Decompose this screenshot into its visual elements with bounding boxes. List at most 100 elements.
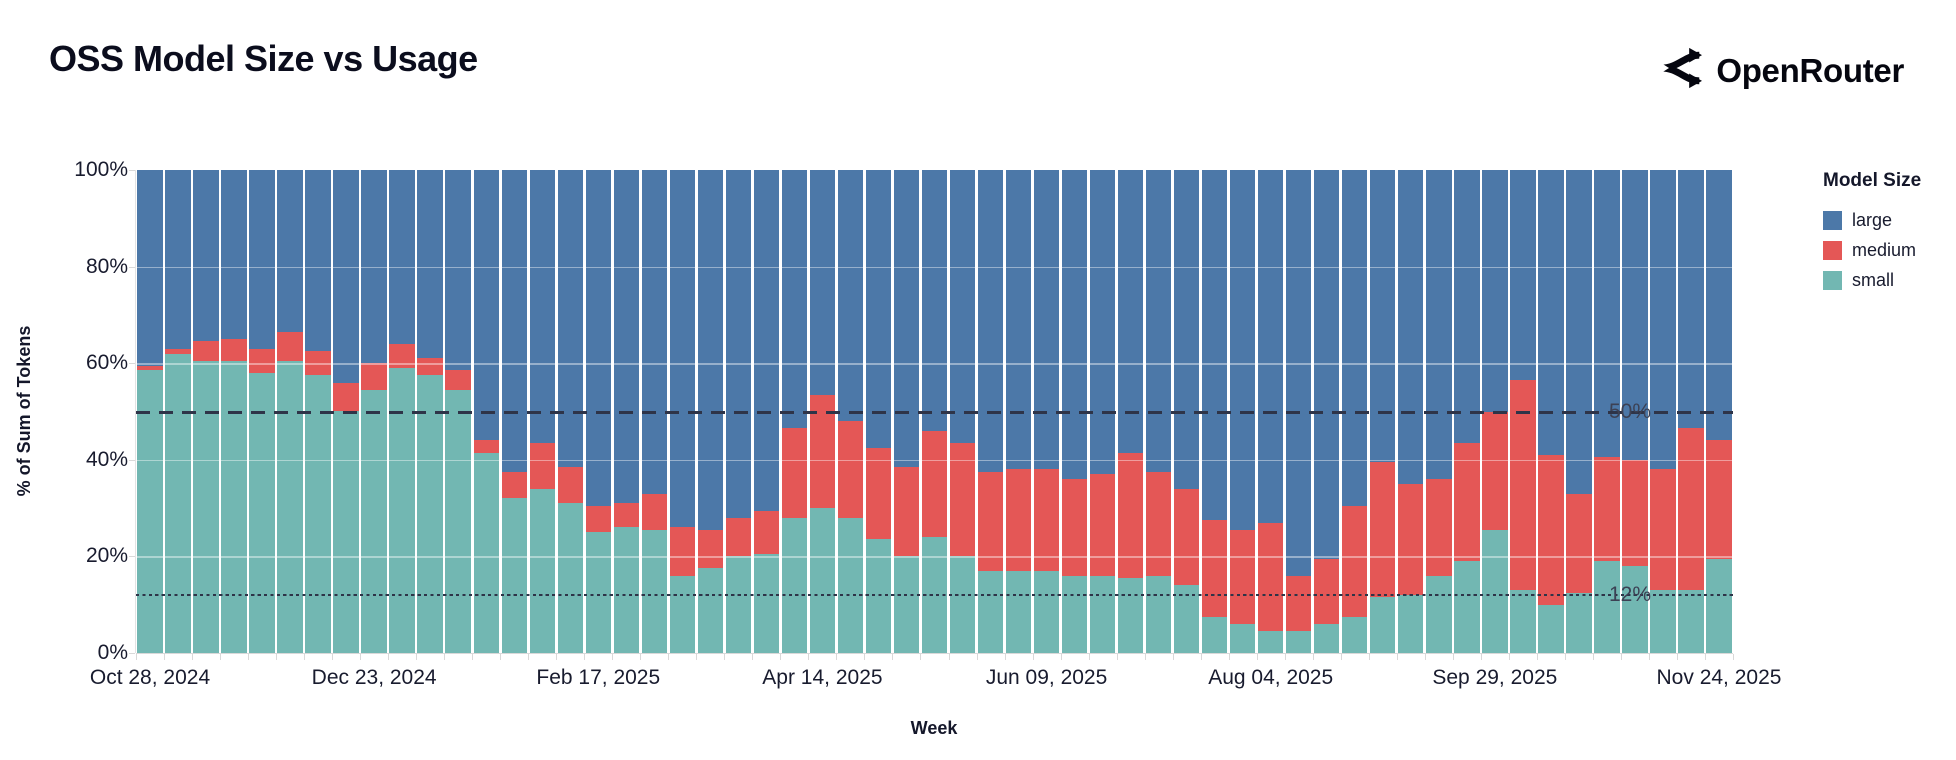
- segment-small[interactable]: [1286, 631, 1312, 653]
- segment-small[interactable]: [1622, 566, 1648, 653]
- segment-small[interactable]: [1398, 595, 1424, 653]
- bar-week[interactable]: [753, 170, 780, 653]
- segment-small[interactable]: [837, 517, 864, 653]
- segment-large[interactable]: [249, 170, 275, 349]
- segment-large[interactable]: [1033, 170, 1060, 470]
- segment-medium[interactable]: [529, 442, 555, 489]
- segment-small[interactable]: [1426, 575, 1452, 653]
- bar-week[interactable]: [837, 170, 864, 653]
- bar-week[interactable]: [1173, 170, 1200, 653]
- segment-small[interactable]: [417, 375, 443, 653]
- segment-large[interactable]: [1201, 170, 1228, 521]
- segment-large[interactable]: [669, 170, 696, 528]
- segment-large[interactable]: [893, 170, 920, 468]
- bar-week[interactable]: [249, 170, 275, 653]
- segment-large[interactable]: [417, 170, 443, 359]
- segment-medium[interactable]: [865, 447, 892, 540]
- segment-medium[interactable]: [1173, 488, 1200, 586]
- segment-large[interactable]: [1706, 170, 1732, 441]
- bar-week[interactable]: [1566, 170, 1592, 653]
- segment-medium[interactable]: [1426, 479, 1452, 576]
- segment-medium[interactable]: [1145, 471, 1172, 576]
- bar-week[interactable]: [1258, 170, 1284, 653]
- bar-week[interactable]: [613, 170, 639, 653]
- bar-week[interactable]: [977, 170, 1004, 653]
- segment-medium[interactable]: [389, 343, 415, 369]
- segment-large[interactable]: [1566, 170, 1592, 494]
- segment-small[interactable]: [1314, 624, 1340, 653]
- segment-large[interactable]: [193, 170, 219, 342]
- segment-medium[interactable]: [1566, 493, 1592, 593]
- segment-medium[interactable]: [837, 421, 864, 518]
- bar-week[interactable]: [1342, 170, 1368, 653]
- segment-medium[interactable]: [753, 510, 780, 554]
- segment-large[interactable]: [1482, 170, 1508, 412]
- segment-small[interactable]: [949, 556, 976, 653]
- bar-week[interactable]: [865, 170, 892, 653]
- segment-medium[interactable]: [1650, 469, 1676, 591]
- segment-medium[interactable]: [193, 341, 219, 361]
- bar-week[interactable]: [1678, 170, 1704, 653]
- segment-medium[interactable]: [557, 467, 583, 504]
- segment-small[interactable]: [1538, 604, 1564, 653]
- segment-medium[interactable]: [1370, 462, 1396, 598]
- bar-week[interactable]: [1145, 170, 1172, 653]
- segment-medium[interactable]: [585, 505, 611, 533]
- segment-large[interactable]: [1342, 170, 1368, 506]
- segment-medium[interactable]: [1061, 479, 1088, 576]
- bar-week[interactable]: [1510, 170, 1536, 653]
- segment-large[interactable]: [137, 170, 163, 366]
- segment-small[interactable]: [1510, 590, 1536, 653]
- segment-medium[interactable]: [1117, 452, 1144, 579]
- segment-small[interactable]: [389, 368, 415, 653]
- segment-small[interactable]: [585, 532, 611, 653]
- segment-medium[interactable]: [473, 440, 499, 453]
- segment-small[interactable]: [1258, 631, 1284, 653]
- bar-week[interactable]: [1650, 170, 1676, 653]
- segment-medium[interactable]: [417, 358, 443, 376]
- segment-large[interactable]: [501, 170, 527, 472]
- segment-large[interactable]: [1229, 170, 1256, 530]
- segment-medium[interactable]: [1678, 428, 1704, 591]
- segment-large[interactable]: [165, 170, 191, 349]
- bar-week[interactable]: [1398, 170, 1424, 653]
- segment-small[interactable]: [1706, 558, 1732, 653]
- segment-medium[interactable]: [1229, 529, 1256, 624]
- bar-week[interactable]: [221, 170, 247, 653]
- segment-small[interactable]: [1061, 575, 1088, 653]
- segment-large[interactable]: [725, 170, 752, 518]
- segment-large[interactable]: [1538, 170, 1564, 455]
- segment-medium[interactable]: [1622, 459, 1648, 567]
- segment-small[interactable]: [529, 488, 555, 653]
- segment-medium[interactable]: [221, 339, 247, 361]
- segment-medium[interactable]: [725, 517, 752, 557]
- bar-week[interactable]: [1005, 170, 1032, 653]
- segment-medium[interactable]: [1201, 520, 1228, 617]
- bar-week[interactable]: [1314, 170, 1340, 653]
- segment-small[interactable]: [1117, 578, 1144, 653]
- segment-small[interactable]: [1005, 570, 1032, 653]
- segment-large[interactable]: [1398, 170, 1424, 484]
- segment-large[interactable]: [1005, 170, 1032, 470]
- segment-medium[interactable]: [1706, 440, 1732, 559]
- segment-small[interactable]: [333, 411, 359, 653]
- segment-medium[interactable]: [1286, 575, 1312, 632]
- segment-medium[interactable]: [1594, 457, 1620, 562]
- segment-large[interactable]: [809, 170, 836, 395]
- bar-week[interactable]: [1229, 170, 1256, 653]
- bar-week[interactable]: [1033, 170, 1060, 653]
- bar-week[interactable]: [949, 170, 976, 653]
- segment-large[interactable]: [865, 170, 892, 448]
- segment-large[interactable]: [305, 170, 331, 352]
- segment-large[interactable]: [1173, 170, 1200, 489]
- segment-small[interactable]: [781, 517, 808, 653]
- segment-large[interactable]: [781, 170, 808, 429]
- segment-large[interactable]: [1650, 170, 1676, 470]
- segment-large[interactable]: [753, 170, 780, 511]
- segment-large[interactable]: [1117, 170, 1144, 453]
- segment-medium[interactable]: [445, 370, 471, 390]
- segment-medium[interactable]: [501, 471, 527, 499]
- segment-small[interactable]: [1342, 616, 1368, 653]
- segment-large[interactable]: [529, 170, 555, 443]
- bar-week[interactable]: [277, 170, 303, 653]
